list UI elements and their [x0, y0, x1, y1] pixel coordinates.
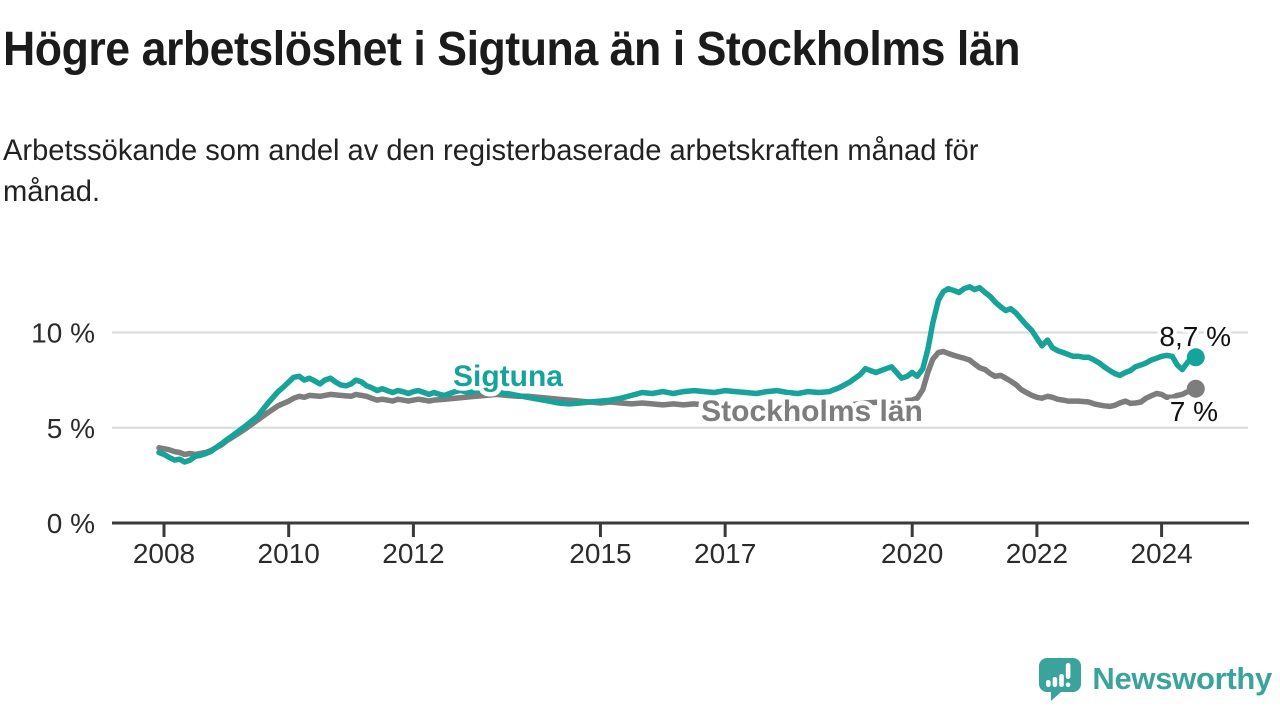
bar-2	[1052, 677, 1058, 687]
newsworthy-wordmark: Newsworthy	[1092, 661, 1272, 696]
series-end-dot-sigtuna	[1186, 348, 1205, 367]
exclamation-stem	[1066, 663, 1071, 679]
bar-3	[1059, 674, 1065, 687]
series-end-value-sigtuna: 8,7 %	[1159, 321, 1231, 352]
x-tick-label-2024: 2024	[1130, 538, 1192, 569]
chart-subtitle: Arbetssökande som andel av den registerb…	[3, 134, 979, 209]
x-tick-label-2008: 2008	[133, 538, 195, 569]
bar-1	[1046, 680, 1051, 687]
series-label-sigtuna: Sigtuna	[453, 360, 563, 393]
series-end-value-stockholms-lan: 7 %	[1170, 396, 1218, 427]
series-line-sigtuna	[156, 284, 1196, 465]
exclamation-dot	[1066, 682, 1071, 687]
series-end-dot-stockholms-lan	[1186, 379, 1205, 398]
x-tick-label-2017: 2017	[694, 538, 756, 569]
newsworthy-logo-icon	[1039, 658, 1082, 701]
series-label-stockholms-lan: Stockholms län	[701, 395, 923, 428]
x-tick-label-2020: 2020	[881, 538, 943, 569]
y-tick-label-10pct: 10 %	[31, 318, 95, 349]
chart-title: Högre arbetslöshet i Sigtuna än i Stockh…	[3, 23, 1020, 76]
x-tick-label-2022: 2022	[1006, 538, 1068, 569]
y-tick-label-0pct: 0 %	[47, 508, 95, 539]
series-line-stockholms-lan	[156, 348, 1196, 458]
newsworthy-logo: Newsworthy	[1037, 656, 1272, 702]
y-tick-label-5pct: 5 %	[47, 413, 95, 444]
x-tick-label-2012: 2012	[382, 538, 444, 569]
x-tick-label-2010: 2010	[258, 538, 320, 569]
x-tick-label-2015: 2015	[569, 538, 631, 569]
